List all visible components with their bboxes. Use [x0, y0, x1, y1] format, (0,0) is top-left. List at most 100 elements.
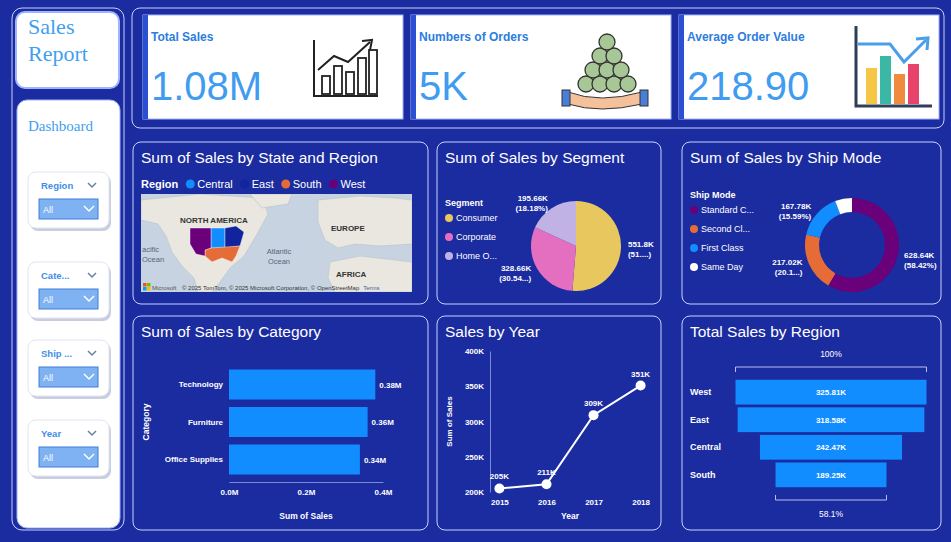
kpi-card: Total Sales1.08M — [143, 15, 403, 119]
icon-hands — [568, 92, 642, 109]
tick: 200K — [465, 488, 490, 497]
legend-entry: First Class — [701, 243, 744, 253]
kpi-background — [411, 15, 671, 119]
tick-label: 2018 — [632, 498, 650, 507]
funnel-bar — [760, 435, 902, 460]
panel-frame — [682, 316, 941, 530]
axis-title: Year — [561, 511, 580, 521]
tick-label: Technology — [179, 380, 224, 389]
slice — [572, 201, 621, 291]
slicer-label: Cate... — [41, 270, 70, 281]
slicer-card — [28, 172, 109, 228]
chevron — [88, 183, 96, 187]
legend-swatch — [329, 180, 338, 189]
data-label: 189.25K — [816, 471, 846, 480]
slicer: Ship ...All — [28, 340, 111, 399]
logo-square — [143, 283, 147, 287]
title-box — [16, 12, 119, 88]
kpi-frame — [132, 8, 944, 128]
slicer-dropdown[interactable] — [39, 447, 98, 467]
chart-panel: Sum of Sales by Category0.0M0.2M0.4MTech… — [133, 316, 428, 530]
map-land — [141, 194, 412, 292]
legend-swatch — [690, 244, 698, 252]
data-label: 0.34M — [364, 456, 387, 465]
tick: 350K — [465, 382, 490, 391]
panel-frame — [133, 316, 428, 530]
chevron — [88, 273, 96, 277]
chart-title: Sum of Sales by Ship Mode — [690, 149, 881, 166]
funnel-bar — [738, 407, 925, 432]
slicer-dropdown[interactable] — [39, 367, 98, 387]
icon-bar — [894, 74, 905, 104]
region-area — [225, 226, 244, 248]
tick: Office Supplies — [165, 455, 229, 464]
data-label: 195.66K — [518, 194, 548, 203]
slicer-label: Year — [41, 428, 61, 439]
nav-panel — [17, 100, 120, 528]
icon-bar — [866, 68, 877, 104]
bars — [229, 370, 375, 475]
axis-title: Sum of Sales — [445, 396, 454, 447]
panel-frame — [437, 142, 661, 304]
slicer-dropdown[interactable] — [39, 199, 98, 219]
icon-arrow — [318, 42, 370, 70]
map-logo: Microsoft — [152, 285, 177, 291]
kpi-title: Average Order Value — [687, 30, 805, 44]
percent-label: (18.18%) — [515, 204, 548, 213]
map-attribution: © 2025 TomTom, © 2025 Microsoft Corporat… — [182, 285, 360, 291]
data-label: 217.02K — [772, 258, 802, 267]
tick: 0.2M — [298, 482, 316, 497]
axis: 2015201620172018 — [491, 492, 651, 507]
category-label: Central — [690, 442, 721, 452]
legend-entry: Home O... — [456, 251, 497, 261]
tick-label: 200K — [465, 488, 484, 497]
map-label: acificOcean — [142, 245, 164, 264]
chevron — [84, 454, 94, 459]
tick: 2018 — [632, 492, 650, 507]
chevron — [88, 431, 96, 435]
kpi-stripe — [143, 15, 148, 119]
legend-entry: West — [341, 178, 366, 190]
funnel-bracket — [776, 495, 887, 500]
category-label: West — [690, 387, 711, 397]
tick-label: Furniture — [188, 418, 224, 427]
data-label: 309K — [584, 399, 603, 408]
report-title-line: Report — [28, 41, 88, 66]
kpi-card: Numbers of Orders5K — [411, 15, 671, 119]
slicer-value: All — [43, 205, 53, 215]
legend-title: Region — [141, 178, 179, 190]
data-label: 0.36M — [372, 418, 395, 427]
icon-bar — [880, 56, 891, 104]
chevron — [84, 374, 94, 379]
slicer: RegionAll — [28, 172, 111, 231]
slicer-dropdown[interactable] — [39, 289, 98, 309]
tick: Technology — [179, 380, 229, 389]
data-label: 628.64K — [904, 251, 934, 260]
land — [318, 196, 412, 248]
icon-bar — [908, 64, 919, 104]
tick-label: 300K — [465, 418, 484, 427]
data-label: 328.66K — [501, 264, 531, 273]
slicer-value: All — [43, 373, 53, 383]
tick: 2015 — [491, 492, 509, 507]
map-water — [141, 194, 412, 292]
chart-title: Sum of Sales by Segment — [445, 149, 625, 166]
icon-bar — [358, 58, 366, 94]
chart-panel: Sales by Year200K250K300K350K400K2015201… — [437, 316, 661, 530]
sidebar: SalesReportDashboardRegionAllCate...AllS… — [12, 8, 124, 530]
slicer-card — [28, 262, 109, 318]
axis-title: Sum of Sales — [279, 511, 333, 521]
funnel-bar — [776, 462, 887, 487]
data-label: 0.38M — [379, 381, 402, 390]
tick-label: 0.2M — [298, 488, 316, 497]
legend-entry: South — [293, 178, 322, 190]
line — [499, 386, 640, 489]
map-label-line: acific — [142, 245, 159, 254]
kpi-stripe — [679, 15, 684, 119]
tick: 250K — [465, 453, 490, 462]
map-terms[interactable]: Terms — [363, 285, 379, 291]
legend-entry: Standard C... — [701, 205, 754, 215]
marker — [494, 483, 504, 493]
panel-frame — [437, 316, 661, 530]
icon-axis — [314, 40, 378, 96]
